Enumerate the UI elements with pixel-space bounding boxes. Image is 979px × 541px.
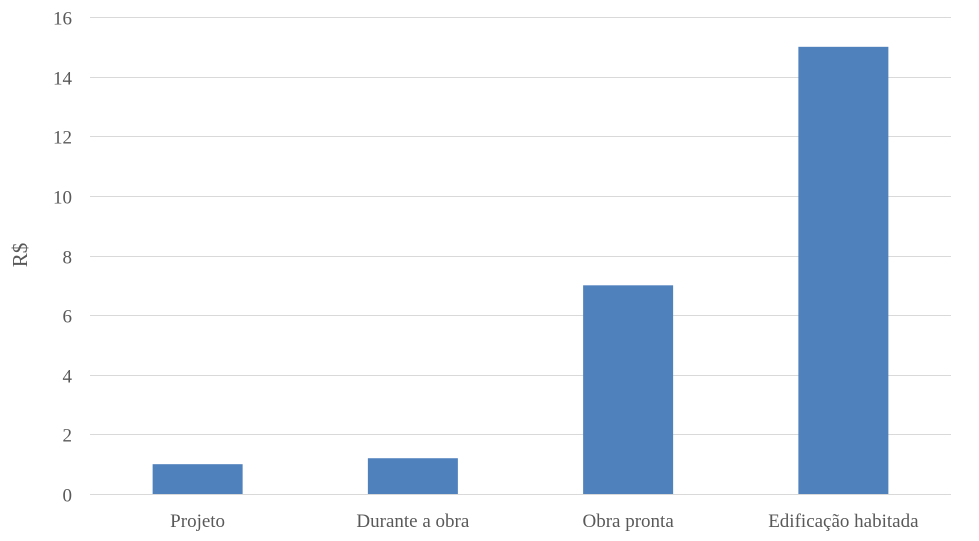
x-category-label: Projeto	[170, 511, 225, 532]
y-tick-label: 6	[63, 307, 73, 328]
y-tick-label: 4	[63, 367, 73, 388]
y-tick-label: 16	[53, 9, 72, 30]
x-category-label: Edificação habitada	[768, 511, 919, 532]
bar	[152, 464, 243, 494]
y-axis-ticks: 0 2 4 6 8 10 12 14 16	[53, 9, 73, 507]
x-category-label: Durante a obra	[356, 511, 469, 532]
y-tick-label: 10	[53, 188, 72, 209]
y-tick-label: 0	[63, 486, 73, 507]
y-tick-label: 8	[63, 248, 73, 269]
y-axis-title: R$	[8, 243, 32, 268]
bar	[583, 285, 674, 494]
y-tick-label: 14	[53, 69, 73, 90]
gridlines	[90, 17, 951, 495]
y-tick-label: 2	[63, 426, 73, 447]
x-category-label: Obra pronta	[582, 511, 674, 532]
bars	[152, 46, 889, 494]
y-tick-label: 12	[53, 128, 72, 149]
bar	[367, 458, 458, 494]
x-axis-categories: Projeto Durante a obra Obra pronta Edificaç…	[170, 511, 919, 532]
bar	[798, 46, 889, 494]
